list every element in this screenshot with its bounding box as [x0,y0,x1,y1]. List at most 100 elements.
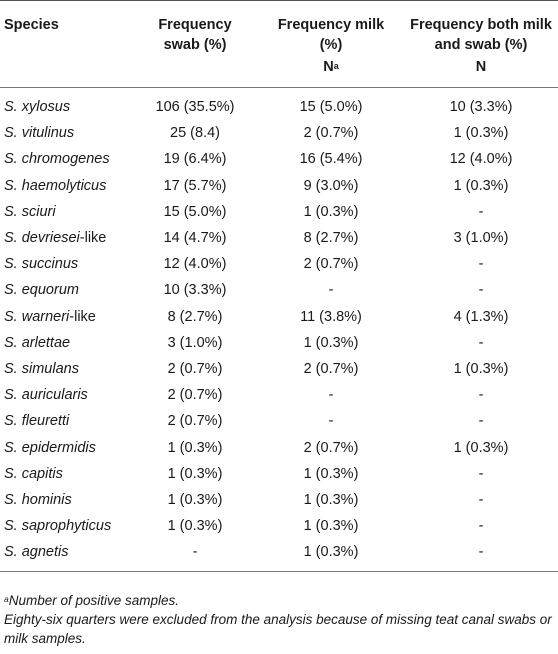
cell-species: S. simulans [0,356,132,382]
table-row: S. auricularis 2 (0.7%) - - [0,382,558,408]
cell-species: S. saprophyticus [0,513,132,539]
cell-both: - [478,465,484,482]
table-row: S. saprophyticus 1 (0.3%) 1 (0.3%) - [0,513,558,539]
header-both-line1: Frequency both milk [410,17,552,33]
cell-both: 1 (0.3%) [453,360,509,377]
table-row: S. agnetis - 1 (0.3%) - [0,539,558,572]
cell-both: - [478,282,484,299]
header-subrow: Na N [0,55,558,88]
table-header: Species Frequency swab (%) Frequency mil… [0,0,558,88]
species-name: S. warneri [4,308,70,325]
cell-both: - [478,256,484,273]
species-name: S. equorum [4,282,79,299]
header-sub-empty [0,55,132,88]
species-name: S. saprophyticus [4,518,112,535]
cell-swab: 19 (6.4%) [163,151,227,168]
cell-species: S. chromogenes [0,146,132,172]
cell-milk: 2 (0.7%) [303,256,359,273]
species-name: S. auricularis [4,387,88,404]
cell-species: S. epidermidis [0,434,132,460]
species-name: S. haemolyticus [4,177,107,194]
cell-species: S. agnetis [0,539,132,572]
cell-milk: 1 (0.3%) [303,334,359,351]
cell-swab: - [192,544,198,561]
table-row: S. warneri-like 8 (2.7%) 11 (3.8%) 4 (1.3%) [0,304,558,330]
cell-swab: 12 (4.0%) [163,256,227,273]
cell-both: 1 (0.3%) [453,125,509,142]
cell-swab: 3 (1.0%) [167,334,223,351]
cell-swab: 2 (0.7%) [167,413,223,430]
species-name: S. chromogenes [4,151,110,168]
table-notes: aNumber of positive samples. Eighty-six … [4,591,554,648]
header-both-n: N [475,59,487,75]
cell-swab: 25 (8.4) [170,125,220,142]
cell-milk: 11 (3.8%) [300,308,362,325]
cell-milk: 2 (0.7%) [303,439,359,456]
cell-milk: 1 (0.3%) [303,203,359,220]
cell-species: S. hominis [0,487,132,513]
species-name: S. devriesei [4,230,80,247]
header-sub-empty-swab [132,55,258,88]
table-row: S. simulans 2 (0.7%) 2 (0.7%) 1 (0.3%) [0,356,558,382]
header-swab-line2: swab (%) [163,37,227,53]
cell-milk: 2 (0.7%) [303,125,359,142]
cell-milk: 16 (5.4%) [299,151,363,168]
cell-both: - [478,387,484,404]
cell-milk: 1 (0.3%) [303,491,359,508]
cell-species: S. arlettae [0,330,132,356]
header-milk-n-sup: a [333,61,339,71]
cell-species: S. auricularis [0,382,132,408]
header-frequency-swab: Frequency swab (%) [132,0,258,55]
cell-species: S. vitulinus [0,120,132,146]
species-name: S. hominis [4,491,72,508]
header-milk-n-label: N [323,59,334,75]
table-row: S. chromogenes 19 (6.4%) 16 (5.4%) 12 (4.0%… [0,146,558,172]
cell-species: S. devriesei-like [0,225,132,251]
cell-milk: 15 (5.0%) [299,99,363,116]
table-row: S. devriesei-like 14 (4.7%) 8 (2.7%) 3 (1.0… [0,225,558,251]
cell-milk: 1 (0.3%) [303,465,359,482]
species-suffix: -like [79,230,107,247]
header-species: Species [0,0,132,55]
header-both-line2: and swab (%) [434,37,528,53]
cell-species: S. equorum [0,277,132,303]
cell-swab: 1 (0.3%) [167,491,223,508]
header-frequency-milk: Frequency milk (%) [258,0,404,55]
table-row: S. vitulinus 25 (8.4) 2 (0.7%) 1 (0.3%) [0,120,558,146]
cell-species: S. warneri-like [0,304,132,330]
exclusion-note: Eighty-six quarters were excluded from t… [4,612,552,646]
cell-milk: 1 (0.3%) [303,518,359,535]
cell-species: S. haemolyticus [0,173,132,199]
cell-swab: 14 (4.7%) [163,230,227,247]
table-row: S. haemolyticus 17 (5.7%) 9 (3.0%) 1 (0.3%) [0,173,558,199]
cell-both: - [478,544,484,561]
table-body: S. xylosus 106 (35.5%) 15 (5.0%) 10 (3.3%) S… [0,88,558,572]
species-name: S. capitis [4,465,63,482]
cell-swab: 1 (0.3%) [167,439,223,456]
cell-both: - [478,334,484,351]
species-name: S. arlettae [4,334,71,351]
table-row: S. succinus 12 (4.0%) 2 (0.7%) - [0,251,558,277]
species-name: S. xylosus [4,99,71,116]
header-milk-line1: Frequency milk [277,17,385,33]
cell-milk: - [328,282,334,299]
cell-species: S. xylosus [0,88,132,121]
species-name: S. fleuretti [4,413,70,430]
cell-swab: 10 (3.3%) [163,282,227,299]
cell-both: - [478,203,484,220]
footnote-a: aNumber of positive samples. [4,591,554,610]
table-row: S. arlettae 3 (1.0%) 1 (0.3%) - [0,330,558,356]
table-row: S. epidermidis 1 (0.3%) 2 (0.7%) 1 (0.3%) [0,434,558,460]
cell-swab: 17 (5.7%) [163,177,227,194]
species-name: S. vitulinus [4,125,75,142]
header-swab-line1: Frequency [158,17,232,33]
species-suffix: -like [69,308,96,325]
table-row: S. equorum 10 (3.3%) - - [0,277,558,303]
cell-both: 12 (4.0%) [449,151,513,168]
cell-milk: - [328,387,334,404]
header-milk-n: Na [258,55,404,88]
cell-milk: 1 (0.3%) [303,544,359,561]
table-row: S. sciuri 15 (5.0%) 1 (0.3%) - [0,199,558,225]
header-milk-line2: (%) [319,37,343,53]
